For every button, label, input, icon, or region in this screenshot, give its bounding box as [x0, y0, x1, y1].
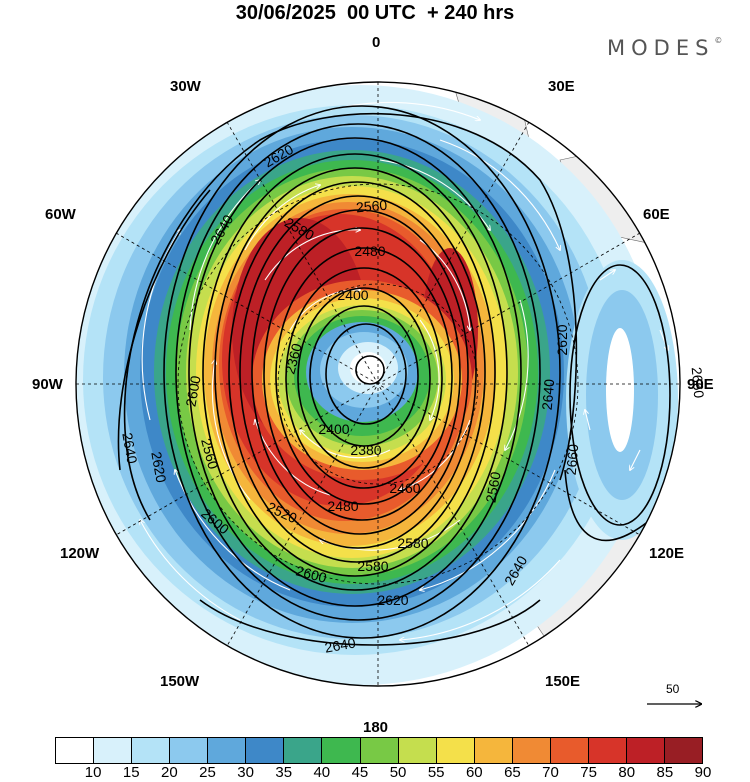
colorbar-swatch: [170, 738, 209, 763]
colorbar-tick-label: 50: [389, 764, 407, 781]
contour-label: 2400: [318, 421, 349, 437]
contour-label: 2580: [397, 535, 428, 551]
meridian-label: 120W: [60, 545, 100, 562]
colorbar-swatch: [246, 738, 285, 763]
colorbar-swatch: [588, 738, 627, 763]
contour-label: 2620: [377, 592, 408, 608]
meridian-label: 60W: [45, 206, 76, 223]
colorbar-tick-label: 70: [542, 764, 559, 781]
contour-label: 2640: [323, 634, 357, 655]
meridian-label: 120E: [649, 545, 685, 562]
contour-label: 2480: [354, 243, 385, 259]
colorbar-swatch: [512, 738, 551, 763]
meridian-label: 150W: [160, 673, 200, 690]
meridian-label: 60E: [643, 206, 670, 223]
colorbar-swatch: [208, 738, 247, 763]
colorbar-swatch: [665, 738, 703, 763]
height-contours: [117, 105, 671, 646]
colorbar-swatch: [94, 738, 133, 763]
colorbar-tick-label: 90: [694, 764, 712, 781]
wind-vectors: [140, 101, 668, 640]
vector-reference-label: 50: [666, 682, 680, 696]
meridian-label: 180: [363, 719, 389, 736]
colorbar-tick-label: 65: [504, 764, 521, 781]
colorbar-tick-label: 25: [199, 764, 216, 781]
colorbar-tick-label: 45: [351, 764, 369, 781]
wind-speed-shading: [76, 85, 678, 685]
colorbar-tick-label: 40: [313, 764, 331, 781]
contour-label: 2640: [119, 431, 140, 465]
brand-mark: ©: [714, 36, 723, 45]
contour-label: 2380: [350, 442, 381, 458]
meridian-label: 0: [372, 34, 381, 51]
colorbar-tick-label: 30: [237, 764, 254, 781]
colorbar-tick-label: 15: [122, 764, 140, 781]
contour-label: 2560: [355, 197, 388, 216]
contour-label: 2600: [294, 562, 328, 586]
colorbar-tick-label: 80: [618, 764, 636, 781]
meridian-label: 30W: [170, 78, 201, 95]
colorbar-swatch: [626, 738, 665, 763]
map-field: [76, 82, 680, 686]
colorbar-swatch: [436, 738, 475, 763]
graticule: [76, 82, 680, 686]
brand-name: MODES: [607, 36, 715, 60]
brand-logo: MODES©: [607, 36, 722, 60]
colorbar-swatch: [284, 738, 323, 763]
contour-label: 2620: [554, 324, 570, 355]
colorbar-tick-label: 35: [275, 764, 293, 781]
colorbar-tick-label: 10: [84, 764, 102, 781]
map-title: 30/06/2025 00 UTC + 240 hrs: [235, 2, 515, 24]
contour-label: 2640: [539, 378, 558, 411]
meridian-label: 90W: [32, 376, 63, 393]
colorbar-swatch: [474, 738, 513, 763]
meridian-label: 30E: [548, 78, 575, 95]
colorbar-swatch: [322, 738, 361, 763]
meridian-label: 90E: [687, 376, 714, 393]
colorbar-swatch: [398, 738, 437, 763]
contour-label: 2660: [563, 443, 582, 476]
colorbar-swatch: [360, 738, 399, 763]
colorbar-swatch: [132, 738, 171, 763]
colorbar-tick-label: 55: [427, 764, 445, 781]
contour-label: 2600: [182, 374, 203, 408]
contour-label: 2400: [337, 287, 368, 303]
colorbar-ticks: 10 15 20 25 30 35 40 45 50 55 60 65 70 75 80 85 90: [55, 764, 712, 782]
map-boundary: [75, 81, 681, 687]
contour-label: 2480: [327, 498, 358, 514]
contour-label: 2560: [198, 437, 222, 471]
contour-label: 2360: [281, 341, 305, 375]
colorbar-tick-label: 85: [656, 764, 674, 781]
colorbar-swatch: [550, 738, 589, 763]
vector-reference-arrow: [647, 684, 705, 714]
colorbar-tick-label: 75: [580, 764, 597, 781]
contour-label: 2660: [689, 366, 708, 399]
contour-label: 2560: [482, 470, 503, 504]
contour-label: 2580: [357, 558, 388, 574]
colorbar: [55, 737, 703, 764]
contour-label: 2620: [148, 450, 169, 484]
meridian-label: 150E: [545, 673, 581, 690]
colorbar-tick-label: 20: [161, 764, 178, 781]
contour-label: 2460: [389, 480, 420, 496]
colorbar-tick-label: 60: [465, 764, 483, 781]
colorbar-swatch: [56, 738, 95, 763]
